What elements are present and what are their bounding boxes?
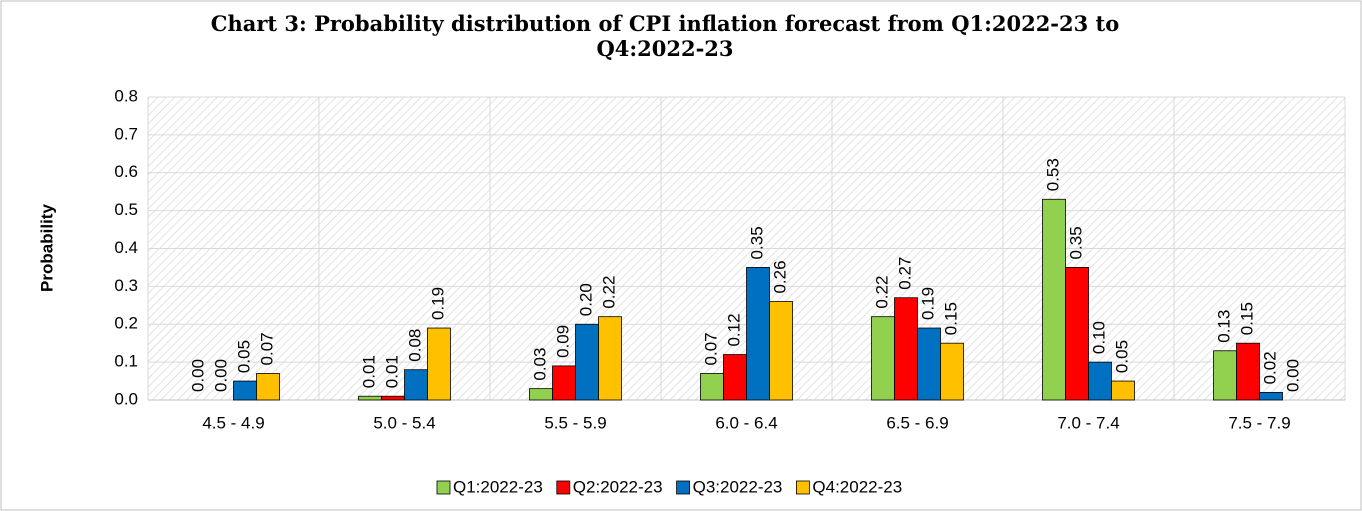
x-tick-label: 6.5 - 6.9 bbox=[886, 413, 948, 432]
data-label: 0.01 bbox=[382, 355, 401, 388]
data-label: 0.35 bbox=[1066, 226, 1085, 259]
y-axis-label: Probability bbox=[37, 204, 56, 292]
bar bbox=[871, 316, 895, 401]
data-label: 0.27 bbox=[895, 257, 914, 290]
bar bbox=[746, 267, 770, 401]
bar bbox=[575, 323, 599, 401]
x-tick-label: 7.5 - 7.9 bbox=[1228, 413, 1290, 432]
x-tick-label: 4.5 - 4.9 bbox=[202, 413, 264, 432]
bar bbox=[917, 327, 941, 401]
bar bbox=[723, 354, 747, 401]
bar bbox=[358, 395, 382, 401]
legend-swatch bbox=[676, 480, 690, 495]
title-line: Q4:2022-23 bbox=[596, 36, 733, 61]
bar bbox=[381, 395, 405, 401]
y-tick-label: 0.0 bbox=[114, 389, 138, 408]
legend-label: Q2:2022-23 bbox=[573, 477, 663, 496]
data-label: 0.10 bbox=[1089, 321, 1108, 354]
data-label: 0.26 bbox=[770, 260, 789, 293]
data-label: 0.22 bbox=[599, 276, 618, 309]
bar bbox=[529, 388, 553, 401]
bar bbox=[769, 301, 793, 401]
bar bbox=[700, 373, 724, 401]
legend-label: Q3:2022-23 bbox=[693, 477, 783, 496]
x-tick-label: 5.0 - 5.4 bbox=[373, 413, 435, 432]
data-label: 0.35 bbox=[747, 226, 766, 259]
data-label: 0.03 bbox=[530, 348, 549, 381]
data-label: 0.08 bbox=[405, 329, 424, 362]
chart-title: Chart 3: Probability distribution of CPI… bbox=[211, 11, 1120, 61]
data-label: 0.00 bbox=[188, 359, 207, 392]
data-label: 0.05 bbox=[1112, 340, 1131, 373]
data-label: 0.07 bbox=[701, 332, 720, 365]
data-label: 0.19 bbox=[428, 287, 447, 320]
y-tick-label: 0.5 bbox=[114, 200, 138, 219]
bar bbox=[404, 369, 428, 401]
bar bbox=[1042, 198, 1066, 401]
bar bbox=[940, 342, 964, 401]
x-tick-label: 5.5 - 5.9 bbox=[544, 413, 606, 432]
data-label: 0.00 bbox=[1283, 359, 1302, 392]
data-label: 0.01 bbox=[359, 355, 378, 388]
data-label: 0.53 bbox=[1043, 158, 1062, 191]
data-label: 0.12 bbox=[724, 313, 743, 346]
bar bbox=[552, 365, 576, 401]
data-label: 0.22 bbox=[872, 276, 891, 309]
x-tick-label: 6.0 - 6.4 bbox=[715, 413, 777, 432]
bar bbox=[1259, 392, 1283, 401]
data-label: 0.02 bbox=[1260, 351, 1279, 384]
legend-label: Q4:2022-23 bbox=[812, 477, 902, 496]
bar bbox=[1111, 380, 1135, 401]
y-tick-label: 0.4 bbox=[114, 238, 138, 257]
data-label: 0.07 bbox=[257, 332, 276, 365]
data-label: 0.00 bbox=[211, 359, 230, 392]
data-label: 0.05 bbox=[234, 340, 253, 373]
bar bbox=[1236, 342, 1260, 401]
y-tick-label: 0.1 bbox=[114, 352, 138, 371]
legend-label: Q1:2022-23 bbox=[453, 477, 543, 496]
data-label: 0.15 bbox=[1237, 302, 1256, 335]
title-line: Chart 3: Probability distribution of CPI… bbox=[211, 11, 1120, 36]
y-tick-label: 0.2 bbox=[114, 314, 138, 333]
data-label: 0.19 bbox=[918, 287, 937, 320]
bar bbox=[1065, 267, 1089, 401]
bar bbox=[256, 373, 280, 401]
y-tick-label: 0.8 bbox=[114, 86, 138, 105]
y-tick-label: 0.3 bbox=[114, 276, 138, 295]
bar bbox=[1088, 361, 1112, 401]
x-tick-label: 7.0 - 7.4 bbox=[1057, 413, 1119, 432]
bar bbox=[1213, 350, 1237, 401]
bar bbox=[598, 316, 622, 401]
data-label: 0.20 bbox=[576, 283, 595, 316]
bar bbox=[427, 327, 451, 401]
bar bbox=[894, 297, 918, 401]
legend-swatch bbox=[556, 480, 571, 495]
legend-swatch bbox=[436, 480, 451, 495]
legend-swatch bbox=[795, 480, 810, 495]
data-label: 0.13 bbox=[1214, 310, 1233, 343]
y-tick-label: 0.7 bbox=[114, 124, 138, 143]
bar bbox=[233, 380, 257, 401]
data-label: 0.09 bbox=[553, 325, 572, 358]
data-label: 0.15 bbox=[941, 302, 960, 335]
y-tick-label: 0.6 bbox=[114, 162, 138, 181]
